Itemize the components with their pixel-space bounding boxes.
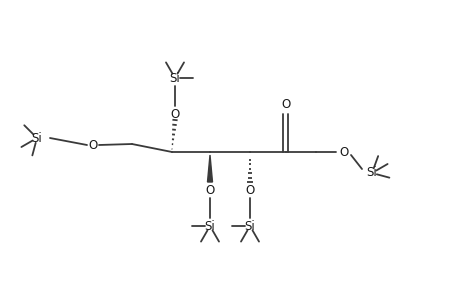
- Text: O: O: [205, 184, 214, 196]
- Text: O: O: [339, 146, 348, 158]
- Text: Si: Si: [169, 71, 180, 85]
- Text: O: O: [245, 184, 254, 196]
- Text: Si: Si: [366, 167, 376, 179]
- Text: Si: Si: [244, 220, 255, 232]
- Text: O: O: [281, 98, 290, 110]
- Text: O: O: [88, 139, 97, 152]
- Text: O: O: [170, 107, 179, 121]
- Text: Si: Si: [32, 131, 42, 145]
- Text: Si: Si: [204, 220, 215, 232]
- Polygon shape: [207, 155, 212, 182]
